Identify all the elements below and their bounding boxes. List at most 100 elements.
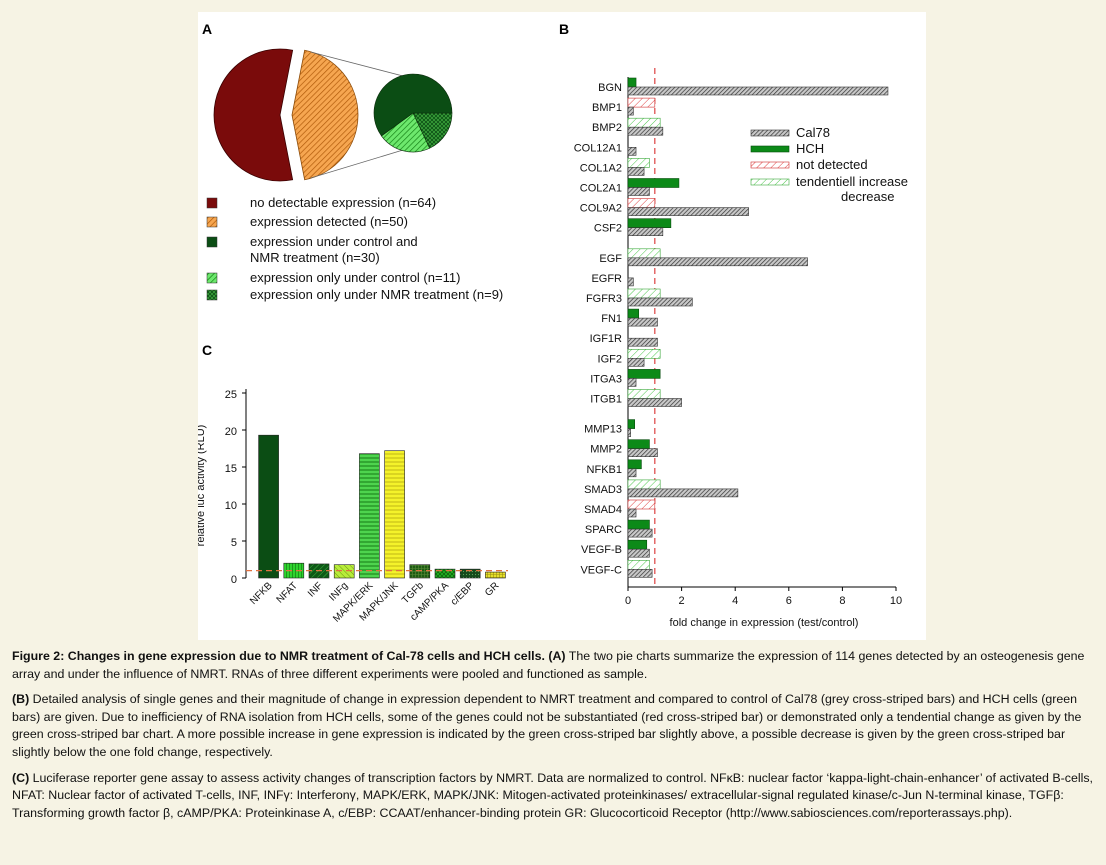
- legend-b-label: HCH: [796, 141, 824, 156]
- b-bar-cal78: [627, 548, 650, 558]
- figure-canvas: A B C no detectable expression (n=64) exp…: [198, 21, 908, 629]
- b-bar-cal78: [627, 468, 637, 478]
- b-gene-label: COL2A1: [580, 183, 622, 195]
- b-gene-label: EGF: [599, 253, 622, 265]
- pie-slice-no-expression: [213, 48, 294, 182]
- b-x-tick-label: 8: [839, 595, 845, 607]
- b-x-tick-label: 0: [625, 595, 631, 607]
- b-gene-label: COL9A2: [580, 203, 622, 215]
- bar-chart-panel-b: BGN BMP1 BMP2 COL12A1 COL1A2 COL2A1 COL9A2 CSF2…: [574, 68, 902, 629]
- b-bar-cal78: [627, 277, 634, 287]
- caption-paragraph-a: Figure 2: Changes in gene expression due…: [12, 648, 1096, 683]
- c-category-label: GR: [483, 580, 501, 598]
- c-category-label: c/EBP: [449, 580, 477, 608]
- b-bar-cal78: [627, 167, 645, 176]
- panel-letter-a: A: [202, 21, 212, 37]
- c-y-tick-label: 15: [225, 463, 237, 475]
- caption-a-text: The two pie charts summarize the express…: [12, 649, 1085, 681]
- c-bar: [359, 453, 380, 579]
- b-bar-cal78: [627, 448, 658, 458]
- b-bar-hch: [627, 97, 656, 108]
- pie-slice-control-and-nmr: [373, 73, 453, 137]
- b-bar-cal78: [627, 528, 653, 538]
- connector-line-bottom: [310, 149, 404, 179]
- b-gene-label: EGFR: [591, 273, 622, 285]
- b-bar-cal78: [627, 357, 645, 367]
- b-gene-label: SPARC: [585, 524, 622, 536]
- b-gene-label: BGN: [598, 82, 622, 94]
- b-x-tick-label: 4: [732, 595, 738, 607]
- legend-b-swatch: [750, 129, 790, 137]
- b-bar-cal78: [627, 428, 631, 437]
- caption-c-bold: (C): [12, 770, 30, 785]
- b-bar-cal78: [627, 568, 653, 578]
- b-gene-label: ITGA3: [590, 373, 622, 385]
- c-y-tick-label: 5: [231, 537, 237, 549]
- b-bar-hch: [627, 178, 680, 188]
- b-bar-cal78: [627, 106, 634, 116]
- pie-slice-only-control: [381, 112, 431, 153]
- b-gene-label: BMP2: [592, 122, 622, 134]
- legend-a-label: expression detected (n=50): [250, 214, 408, 229]
- legend-b-label: decrease: [841, 189, 894, 204]
- b-bar-cal78: [627, 257, 808, 267]
- pie-chart-inset: [373, 73, 453, 153]
- caption-c-text: Luciferase reporter gene assay to assess…: [12, 770, 1093, 820]
- b-gene-label: FGFR3: [586, 293, 622, 305]
- bar-chart-panel-c: 0 5 10 15 20 25 relative luc activity (RLU) NFK…: [198, 389, 508, 625]
- c-bar: [384, 450, 405, 579]
- b-x-tick-label: 6: [786, 595, 792, 607]
- b-x-tick-label: 2: [679, 595, 685, 607]
- b-bar-cal78: [627, 297, 693, 307]
- caption-paragraph-c: (C) Luciferase reporter gene assay to as…: [12, 770, 1096, 823]
- b-bar-hch: [627, 389, 661, 399]
- b-bar-hch: [627, 559, 650, 570]
- figure-caption: Figure 2: Changes in gene expression due…: [12, 648, 1096, 830]
- connector-line-top: [310, 51, 404, 77]
- b-gene-label: MMP13: [584, 424, 622, 436]
- c-bar: [283, 562, 305, 579]
- b-bar-hch: [627, 218, 672, 228]
- c-bar: [409, 564, 431, 579]
- c-y-tick-label: 10: [225, 500, 237, 512]
- caption-a-bold: Figure 2: Changes in gene expression due…: [12, 649, 566, 663]
- legend-a-label: expression under control and: [250, 234, 418, 249]
- b-bar-cal78: [627, 207, 749, 216]
- b-bar-hch: [627, 117, 661, 128]
- b-gene-label: MMP2: [590, 444, 622, 456]
- legend-b-swatch: [750, 161, 790, 169]
- b-gene-label: VEGF-C: [580, 564, 622, 576]
- b-bar-cal78: [627, 126, 664, 136]
- c-category-label: INF: [306, 580, 325, 599]
- b-gene-label: COL1A2: [580, 162, 622, 174]
- b-bar-hch: [627, 348, 661, 359]
- legend-b-swatch: [750, 178, 790, 186]
- b-bar-cal78: [627, 337, 658, 347]
- b-gene-label: COL12A1: [574, 142, 622, 154]
- c-category-label: NFAT: [275, 580, 300, 605]
- c-y-tick-label: 25: [225, 389, 237, 401]
- caption-b-bold: (B): [12, 692, 30, 707]
- b-gene-label: SMAD3: [584, 484, 622, 496]
- b-bar-hch: [627, 288, 661, 299]
- b-gene-label: BMP1: [592, 102, 622, 114]
- b-bar-cal78: [627, 227, 664, 236]
- b-x-axis-label: fold change in expression (test/control): [670, 617, 859, 629]
- pie-connector-lines: [310, 51, 404, 179]
- b-bar-cal78: [627, 488, 739, 498]
- c-y-axis-label: relative luc activity (RLU): [198, 425, 207, 547]
- legend-a-swatch: [206, 236, 218, 248]
- c-y-tick-label: 0: [231, 574, 237, 586]
- b-bar-cal78: [627, 378, 637, 387]
- b-gene-label: SMAD4: [584, 504, 622, 516]
- b-bar-cal78: [627, 508, 637, 518]
- c-bar: [333, 564, 355, 579]
- b-bar-hch: [627, 459, 642, 470]
- c-bar: [485, 571, 506, 579]
- c-y-tick-label: 20: [225, 426, 237, 438]
- b-gene-label: NFKB1: [587, 464, 622, 476]
- b-gene-label: VEGF-B: [581, 544, 622, 556]
- c-category-label: NFKB: [248, 580, 275, 607]
- b-bar-cal78: [627, 147, 637, 156]
